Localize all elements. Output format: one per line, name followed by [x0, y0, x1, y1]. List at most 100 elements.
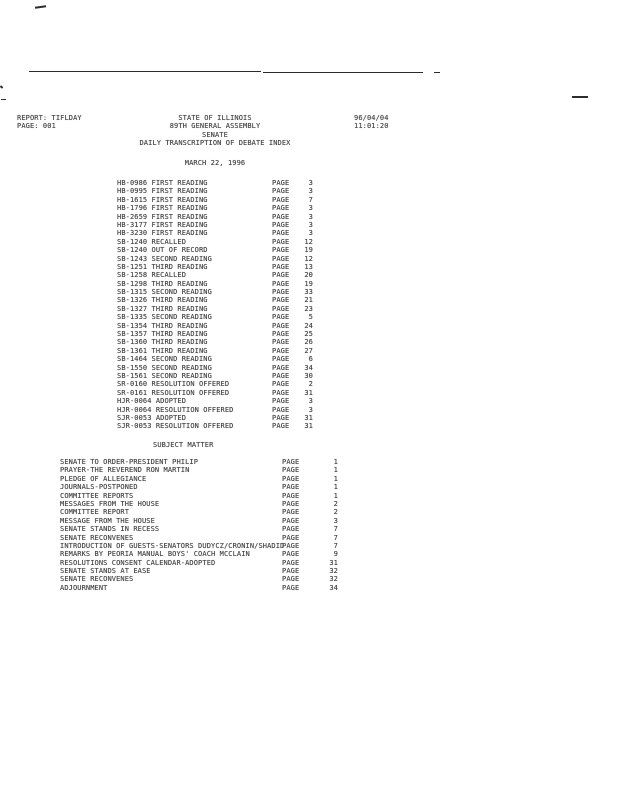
subject-matter-row: REMARKS BY PEORIA MANUAL BOYS' COACH MCC… — [0, 550, 618, 558]
bill-page-number: 6 — [308, 355, 313, 364]
page-word: PAGE — [272, 195, 290, 204]
subject-matter-list: SENATE TO ORDER-PRESIDENT PHILIP PAGE 1 … — [0, 458, 618, 592]
bill-entry-label: HB-3230 FIRST READING — [117, 229, 208, 238]
page-word: PAGE — [272, 271, 290, 280]
report-header-right: 96/04/04 11:01:20 — [354, 114, 389, 131]
state-title: STATE OF ILLINOIS — [178, 114, 252, 122]
subject-entry-label: SENATE RECONVENES — [60, 533, 134, 542]
bill-entry-label: HB-0986 FIRST READING — [117, 179, 208, 187]
bill-index-list: HB-0986 FIRST READING PAGE 3 HB-0995 FIR… — [0, 179, 618, 431]
page-word: PAGE — [282, 516, 300, 525]
bill-page-number: 3 — [308, 187, 313, 196]
bill-page-number: 12 — [304, 254, 313, 263]
bill-entry-label: SB-1464 SECOND READING — [117, 355, 212, 364]
page-word: PAGE — [272, 254, 290, 263]
subject-page-number: 9 — [333, 550, 338, 559]
bill-page-number: 20 — [304, 271, 313, 280]
subject-matter-row: SENATE STANDS AT EASE PAGE 32 — [0, 567, 618, 575]
subject-entry-label: ADJOURNMENT — [60, 583, 108, 592]
page-word: PAGE — [272, 187, 290, 196]
page-word: PAGE — [272, 212, 290, 221]
page-word: PAGE — [272, 279, 290, 288]
subject-page-number: 7 — [333, 541, 338, 550]
page-word: PAGE — [272, 296, 290, 305]
bill-index-row: SB-1315 SECOND READING PAGE 33 — [0, 288, 618, 296]
bill-index-row: SB-1243 SECOND READING PAGE 12 — [0, 255, 618, 263]
bill-index-row: SB-1550 SECOND READING PAGE 34 — [0, 364, 618, 372]
subject-entry-label: SENATE STANDS AT EASE — [60, 567, 151, 576]
bill-index-row: SJR-0053 RESOLUTION OFFERED PAGE 31 — [0, 422, 618, 430]
subject-page-number: 1 — [333, 458, 338, 466]
bill-index-row: HB-0995 FIRST READING PAGE 3 — [0, 187, 618, 195]
report-time-stamp: 11:01:20 — [354, 122, 389, 131]
bill-index-row: SB-1354 THIRD READING PAGE 24 — [0, 322, 618, 330]
page-word: PAGE — [272, 397, 290, 406]
page-word: PAGE — [282, 499, 300, 508]
subject-page-number: 32 — [329, 567, 338, 576]
bill-entry-label: SJR-0053 ADOPTED — [117, 413, 187, 422]
subject-entry-label: PLEDGE OF ALLEGIANCE — [60, 474, 147, 483]
bill-entry-label: SB-1357 THIRD READING — [117, 330, 208, 339]
subject-entry-label: RESOLUTIONS CONSENT CALENDAR-ADOPTED — [60, 558, 216, 567]
subject-matter-row: COMMITTEE REPORTS PAGE 1 — [0, 492, 618, 500]
page-word: PAGE — [282, 508, 300, 517]
page-word: PAGE — [282, 458, 300, 466]
page-word: PAGE — [272, 405, 290, 414]
subject-entry-label: JOURNALS-POSTPONED — [60, 483, 138, 492]
bill-page-number: 12 — [304, 237, 313, 246]
bill-page-number: 31 — [304, 413, 313, 422]
page-word: PAGE — [272, 220, 290, 229]
report-header-left: REPORT: TIFLDAY PAGE: 001 — [17, 114, 82, 131]
bill-index-row: SB-1561 SECOND READING PAGE 30 — [0, 372, 618, 380]
page-word: PAGE — [282, 525, 300, 534]
bill-entry-label: HB-1615 FIRST READING — [117, 195, 208, 204]
bill-entry-label: SB-1360 THIRD READING — [117, 338, 208, 347]
page-word: PAGE — [272, 313, 290, 322]
document-title: DAILY TRANSCRIPTION OF DEBATE INDEX — [139, 139, 291, 148]
bill-page-number: 30 — [304, 371, 313, 380]
page-word: PAGE — [272, 229, 290, 238]
page-word: PAGE — [272, 413, 290, 422]
report-date-stamp: 96/04/04 — [354, 114, 389, 122]
report-page-number: PAGE: 001 — [17, 122, 56, 131]
bill-index-row: SJR-0053 ADOPTED PAGE 31 — [0, 414, 618, 422]
subject-matter-row: SENATE TO ORDER-PRESIDENT PHILIP PAGE 1 — [0, 458, 618, 466]
bill-index-row: HB-1615 FIRST READING PAGE 7 — [0, 196, 618, 204]
subject-entry-label: SENATE TO ORDER-PRESIDENT PHILIP — [60, 458, 199, 466]
bill-index-row: SB-1327 THIRD READING PAGE 23 — [0, 305, 618, 313]
page-word: PAGE — [272, 262, 290, 271]
subject-page-number: 2 — [333, 508, 338, 517]
bill-entry-label: SB-1361 THIRD READING — [117, 346, 208, 355]
scan-artifact-rule-line — [263, 72, 423, 73]
bill-entry-label: HB-1796 FIRST READING — [117, 204, 208, 213]
bill-index-row: SB-1360 THIRD READING PAGE 26 — [0, 338, 618, 346]
chamber-title: SENATE — [202, 130, 228, 139]
page-word: PAGE — [282, 567, 300, 576]
subject-entry-label: INTRODUCTION OF GUESTS-SENATORS DUDYCZ/C… — [60, 541, 285, 550]
subject-matter-row: PRAYER-THE REVEREND RON MARTIN PAGE 1 — [0, 466, 618, 474]
bill-index-row: SB-1361 THIRD READING PAGE 27 — [0, 347, 618, 355]
page-word: PAGE — [282, 550, 300, 559]
bill-index-row: HJR-0064 ADOPTED PAGE 3 — [0, 397, 618, 405]
bill-page-number: 21 — [304, 296, 313, 305]
subject-matter-row: INTRODUCTION OF GUESTS-SENATORS DUDYCZ/C… — [0, 542, 618, 550]
bill-entry-label: SB-1298 THIRD READING — [117, 279, 208, 288]
subject-matter-row: MESSAGES FROM THE HOUSE PAGE 2 — [0, 500, 618, 508]
report-name: REPORT: TIFLDAY — [17, 114, 82, 122]
subject-page-number: 31 — [329, 558, 338, 567]
bill-entry-label: SB-1327 THIRD READING — [117, 304, 208, 313]
page-word: PAGE — [282, 533, 300, 542]
page-word: PAGE — [282, 491, 300, 500]
page-word: PAGE — [282, 466, 300, 475]
bill-index-row: SB-1251 THIRD READING PAGE 13 — [0, 263, 618, 271]
subject-page-number: 1 — [333, 491, 338, 500]
page-word: PAGE — [272, 288, 290, 297]
bill-page-number: 3 — [308, 179, 313, 187]
page-word: PAGE — [272, 246, 290, 255]
subject-matter-heading: SUBJECT MATTER — [153, 441, 214, 449]
page-word: PAGE — [272, 346, 290, 355]
subject-matter-row: SENATE RECONVENES PAGE 7 — [0, 534, 618, 542]
subject-matter-row: PLEDGE OF ALLEGIANCE PAGE 1 — [0, 475, 618, 483]
session-date: MARCH 22, 1996 — [184, 159, 246, 167]
